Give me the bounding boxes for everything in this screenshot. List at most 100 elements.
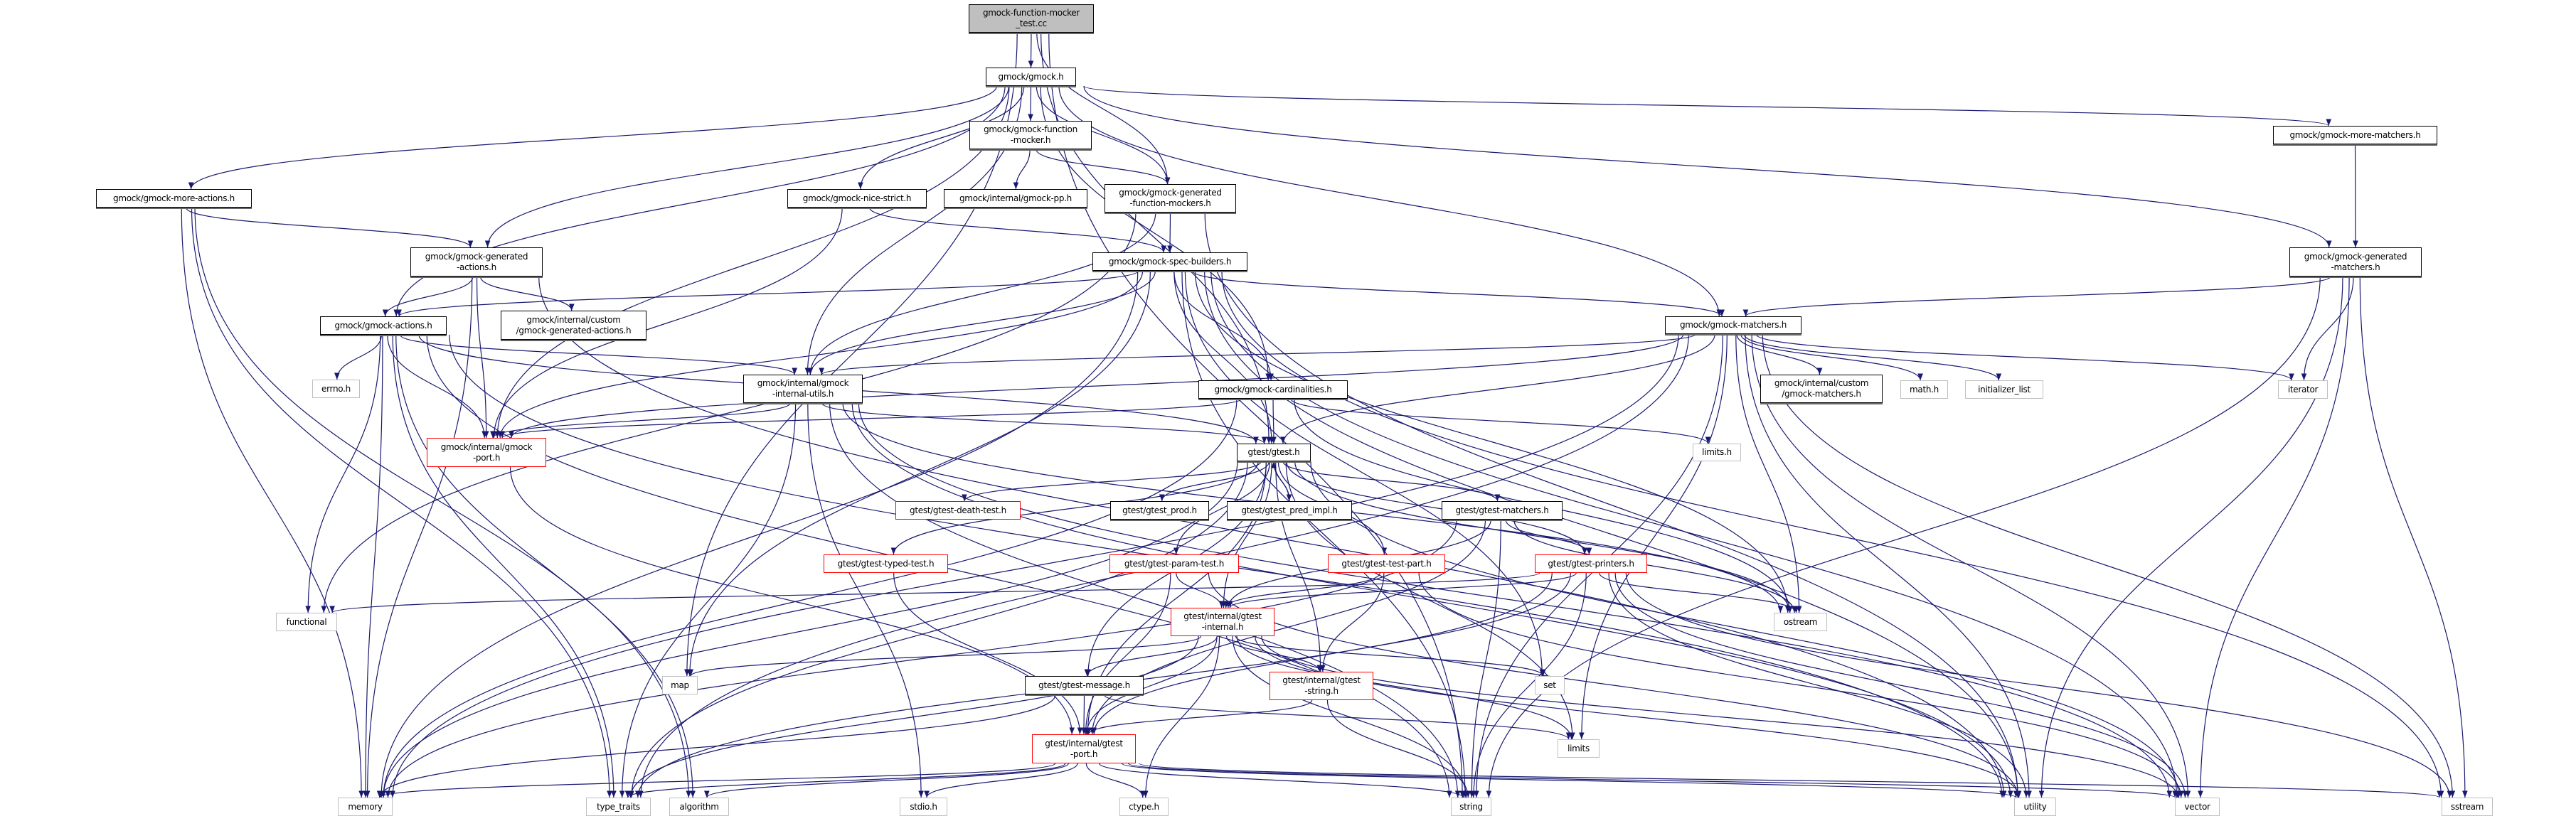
node-death-test[interactable]: gtest/gtest-death-test.h [895,501,1021,520]
node-functional[interactable]: functional [276,613,337,631]
edge-more_actions-to-type_traits [191,207,612,798]
edge-spec_builders-to-map [686,270,1151,677]
edge-cardinalities-to-gmock_port [499,398,1242,439]
node-math[interactable]: math.h [1900,380,1948,399]
node-matchers[interactable]: gmock/gmock-matchers.h [1665,316,1801,334]
edge-gtest_h-to-ostream [1294,461,1793,613]
edge-gtest_internal-to-message [1084,635,1218,677]
edge-matchers-to-memory [390,333,1679,798]
node-gtest-port[interactable]: gtest/internal/gtest -port.h [1032,734,1136,763]
edge-matchers-to-initializer_list [1743,333,2002,381]
node-gmock-port[interactable]: gmock/internal/gmock -port.h [427,438,546,467]
node-test-part[interactable]: gtest/gtest-test-part.h [1328,554,1445,573]
node-gtest-prod[interactable]: gtest/gtest_prod.h [1110,501,1209,520]
node-message[interactable]: gtest/gtest-message.h [1025,676,1144,694]
edge-gtest_h-to-death_test [962,461,1262,502]
node-spec-builders[interactable]: gmock/gmock-spec-builders.h [1092,252,1247,271]
node-gen-matchers[interactable]: gmock/gmock-generated -matchers.h [2289,247,2422,277]
edge-gtest_port-to-algorithm [704,763,1069,798]
edge-gtest_h-to-vector [1310,461,2182,798]
edge-test_part-to-vector [1418,572,2184,798]
node-algorithm[interactable]: algorithm [669,798,729,816]
node-string[interactable]: string [1451,798,1491,816]
edge-matchers-to-utility [1745,333,2032,798]
node-gtest-h[interactable]: gtest/gtest.h [1237,444,1311,461]
edge-actions-to-functional [305,334,381,613]
node-stdio[interactable]: stdio.h [900,798,947,816]
edge-gmock_h-to-more_actions [188,85,997,190]
edge-gen_actions-to-custom_gen_actions [479,276,575,311]
node-ctype[interactable]: ctype.h [1119,798,1169,816]
edge-more_actions-to-gen_actions [185,207,474,248]
node-gmock-h[interactable]: gmock/gmock.h [986,68,1076,86]
edge-gtest_h-to-gtest_string [1275,461,1324,672]
edge-typed_test-to-gtest_port [893,572,1083,735]
node-gen-fn-mockers[interactable]: gmock/gmock-generated -function-mockers.… [1105,184,1236,213]
node-function-mocker[interactable]: gmock/gmock-function -mocker.h [969,121,1092,149]
edge-gtest_h-to-gtest_prod [1159,461,1270,502]
node-root[interactable]: gmock-function-mocker _test.cc [969,4,1094,33]
node-memory[interactable]: memory [338,798,393,816]
edge-gtest_matchers-to-memory [385,519,1457,798]
edge-gen_matchers-to-string [1486,276,2321,798]
node-nice-strict[interactable]: gmock/gmock-nice-strict.h [787,189,927,208]
node-limits[interactable]: limits [1558,739,1600,758]
edge-gtest_internal-to-set [1235,635,1546,677]
node-pred-impl[interactable]: gtest/gtest_pred_impl.h [1227,501,1352,520]
edge-matchers-to-iterator [1755,333,2294,381]
node-printers[interactable]: gtest/gtest-printers.h [1535,554,1647,573]
node-param-test[interactable]: gtest/gtest-param-test.h [1109,554,1239,573]
edge-gtest_internal-to-type_traits [627,635,1199,798]
edge-gen_fn_mockers-to-utility [1204,212,2021,798]
edge-actions-to-memory [363,334,383,798]
node-custom-gen-actions[interactable]: gmock/internal/custom /gmock-generated-a… [501,311,646,340]
edge-actions-to-algorithm [395,334,696,798]
node-gtest-string[interactable]: gtest/internal/gtest -string.h [1270,672,1373,700]
node-more-actions[interactable]: gmock/gmock-more-actions.h [96,189,252,208]
edge-gen_actions-to-gmock_port [476,276,489,439]
edge-gen_matchers-to-vector [2198,276,2350,798]
node-type-traits[interactable]: type_traits [586,798,651,816]
edge-gen_matchers-to-utility [2038,276,2343,798]
node-set[interactable]: set [1535,676,1565,694]
edge-gtest_matchers-to-printers [1505,519,1592,555]
node-vector[interactable]: vector [2175,798,2220,816]
node-gen-actions[interactable]: gmock/gmock-generated -actions.h [410,247,543,277]
node-limits-h[interactable]: limits.h [1693,444,1741,461]
node-custom-matchers[interactable]: gmock/internal/custom /gmock-matchers.h [1760,375,1883,403]
edge-cardinalities-to-memory [380,398,1238,798]
edge-function_mocker-to-gmock_pp [1013,149,1031,190]
node-map[interactable]: map [662,676,698,694]
edge-spec_builders-to-matchers [1192,270,1725,317]
edge-function_mocker-to-gen_fn_mockers [1036,149,1171,185]
node-ostream[interactable]: ostream [1774,613,1827,631]
edge-gen_matchers-to-iterator [2301,276,2354,381]
node-gmock-pp[interactable]: gmock/internal/gmock-pp.h [944,189,1087,208]
edge-param_test-to-gtest_port [1082,572,1171,735]
node-typed-test[interactable]: gtest/gtest-typed-test.h [824,554,948,573]
edge-printers-to-functional [329,572,1540,613]
node-initializer-list[interactable]: initializer_list [1965,380,2043,399]
edge-internal_utils-to-type_traits [619,402,797,798]
node-errno[interactable]: errno.h [312,380,360,398]
edge-param_test-to-gtest_internal [1176,572,1225,608]
edge-nice_strict-to-gmock_port [491,207,843,439]
node-actions[interactable]: gmock/gmock-actions.h [320,316,447,335]
node-gtest-matchers[interactable]: gtest/gtest-matchers.h [1442,501,1563,520]
node-gtest-internal[interactable]: gtest/internal/gtest -internal.h [1171,608,1274,636]
node-sstream[interactable]: sstream [2442,798,2493,816]
node-cardinalities[interactable]: gmock/gmock-cardinalities.h [1198,380,1348,399]
edge-actions-to-gmock_port [387,334,487,439]
edge-test_part-to-gtest_internal [1223,572,1380,608]
edge-gtest_internal-to-utility [1255,635,2022,798]
node-utility[interactable]: utility [2014,798,2056,816]
edge-internal_utils-to-utility [851,402,2013,798]
node-iterator[interactable]: iterator [2278,380,2328,399]
edge-matchers-to-math [1740,333,1923,381]
node-internal-utils[interactable]: gmock/internal/gmock -internal-utils.h [743,375,863,403]
edge-gtest_internal-to-string [1232,635,1469,798]
edge-more_actions-to-memory [181,207,364,798]
edge-spec_builders-to-string [1181,270,1468,798]
node-more-matchers[interactable]: gmock/gmock-more-matchers.h [2273,126,2437,144]
